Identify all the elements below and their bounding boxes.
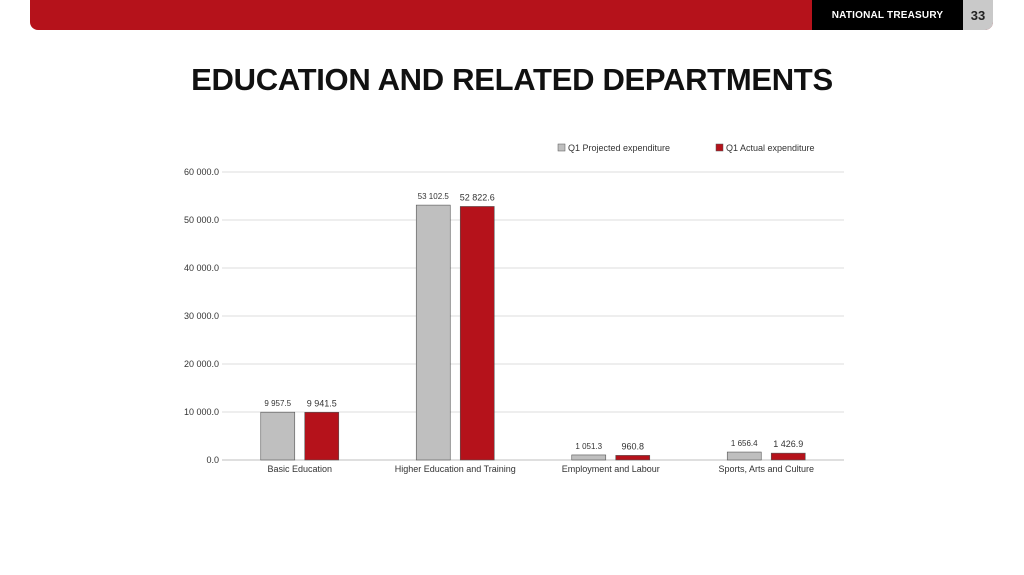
- legend-label: Q1 Actual expenditure: [726, 143, 815, 153]
- data-label: 1 426.9: [773, 439, 803, 449]
- data-label: 960.8: [621, 441, 644, 451]
- x-tick-label: Employment and Labour: [562, 464, 660, 474]
- bar: [615, 455, 651, 461]
- y-tick-label: 20 000.0: [184, 359, 219, 369]
- data-label: 53 102.5: [418, 192, 450, 201]
- brand-label: NATIONAL TREASURY: [812, 0, 963, 30]
- y-tick-label: 40 000.0: [184, 263, 219, 273]
- y-tick-label: 10 000.0: [184, 407, 219, 417]
- bar: [260, 411, 296, 461]
- data-label: 52 822.6: [460, 192, 495, 202]
- data-label: 1 051.3: [575, 442, 602, 451]
- bar: [415, 204, 451, 461]
- bar: [726, 451, 762, 461]
- page-title: EDUCATION AND RELATED DEPARTMENTS: [191, 62, 833, 97]
- x-tick-label: Basic Education: [267, 464, 332, 474]
- data-label: 9 941.5: [307, 398, 337, 408]
- bar: [571, 454, 607, 461]
- data-label: 9 957.5: [264, 399, 291, 408]
- legend-label: Q1 Projected expenditure: [568, 143, 670, 153]
- legend-swatch: [715, 143, 724, 152]
- y-tick-label: 50 000.0: [184, 215, 219, 225]
- y-tick-label: 60 000.0: [184, 167, 219, 177]
- page-number: 33: [963, 0, 993, 30]
- bar: [459, 206, 495, 461]
- x-tick-label: Higher Education and Training: [395, 464, 516, 474]
- y-tick-label: 30 000.0: [184, 311, 219, 321]
- bar: [770, 452, 806, 461]
- bar: [304, 411, 340, 461]
- legend-swatch: [557, 143, 566, 152]
- y-tick-label: 0.0: [206, 455, 219, 465]
- x-tick-label: Sports, Arts and Culture: [718, 464, 814, 474]
- data-label: 1 656.4: [731, 439, 758, 448]
